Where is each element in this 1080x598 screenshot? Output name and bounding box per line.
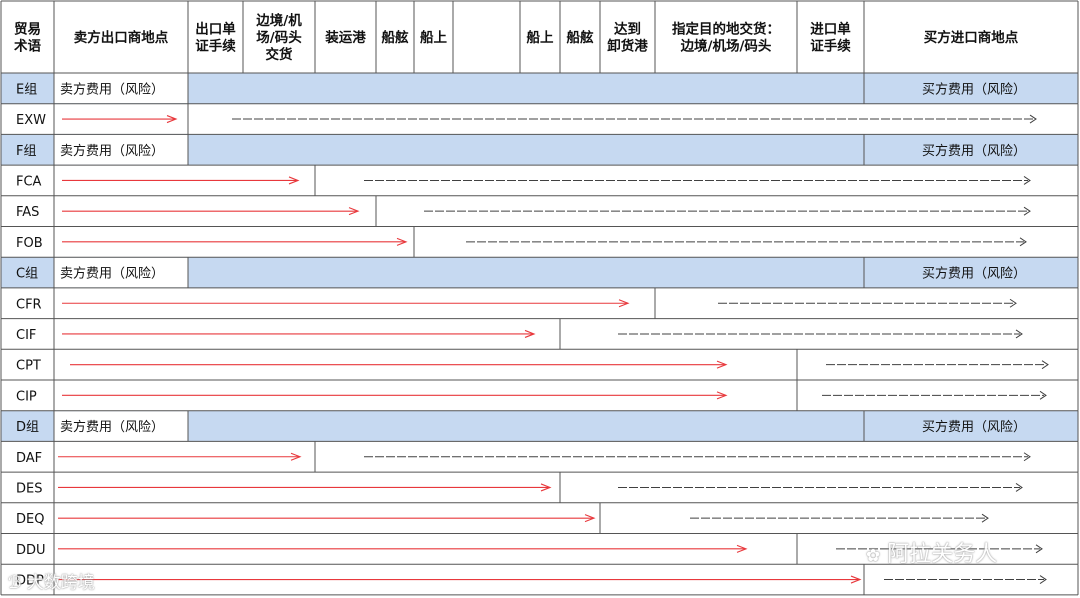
term-label: DDU bbox=[16, 543, 46, 558]
header-named_destination-line-1: 边境/机场/码头 bbox=[680, 38, 772, 55]
seller-cost-arrowhead bbox=[524, 329, 536, 338]
header-seller_site-line-0: 卖方出口商地点 bbox=[74, 29, 169, 46]
seller-cost-arrowhead bbox=[290, 452, 302, 461]
header-import_clearance-line-1: 证手续 bbox=[810, 38, 851, 55]
group-label: E组 bbox=[16, 82, 37, 97]
header-port_of_loading-line-0: 装运港 bbox=[324, 29, 366, 46]
header-export_clearance-line-0: 出口单 bbox=[195, 21, 236, 38]
term-label: DAF bbox=[16, 451, 42, 466]
term-label: CFR bbox=[16, 297, 42, 312]
watermark-left-text: 大数跨境 bbox=[26, 573, 95, 593]
group-seller-cell bbox=[54, 73, 188, 104]
watermark-right-text: 阿拉关务人 bbox=[887, 542, 998, 567]
header-on_board_1-line-0: 船上 bbox=[420, 29, 447, 46]
term-label: DEQ bbox=[16, 512, 44, 527]
group-seller-cell bbox=[54, 257, 188, 288]
header-buyer_site-line-0: 买方进口商地点 bbox=[924, 29, 1019, 46]
header-import_clearance-line-0: 进口单 bbox=[810, 21, 851, 38]
buyer-cost-arrowhead bbox=[1023, 206, 1031, 216]
buyer-cost-arrowhead bbox=[1009, 298, 1017, 308]
seller-cost-arrowhead bbox=[396, 237, 408, 246]
buyer-cost-arrowhead bbox=[1023, 452, 1031, 462]
header-named_destination-line-0: 指定目的地交货： bbox=[672, 21, 780, 38]
buyer-cost-arrowhead bbox=[1015, 483, 1023, 492]
watermark-logo-icon: ℬ bbox=[8, 573, 22, 593]
group-buyer-cost-label: 买方费用（风险） bbox=[922, 266, 1026, 282]
group-buyer-cost-label: 买方费用（风险） bbox=[922, 81, 1026, 97]
header-term-line-0: 贸易 bbox=[14, 21, 41, 38]
buyer-cost-arrowhead bbox=[1015, 329, 1023, 339]
seller-cost-arrowhead bbox=[716, 360, 728, 369]
term-label: EXW bbox=[16, 113, 46, 128]
header-arrival_port-line-0: 达到 bbox=[614, 21, 641, 38]
buyer-cost-arrowhead bbox=[981, 513, 989, 523]
header-on_board_2-line-0: 船上 bbox=[527, 29, 555, 46]
header-export_clearance-line-1: 证手续 bbox=[195, 38, 236, 55]
buyer-cost-arrowhead bbox=[1035, 544, 1043, 554]
header-ship_rail_1-line-0: 船舷 bbox=[382, 29, 409, 46]
group-seller-cell bbox=[54, 134, 188, 165]
group-seller-cost-label: 卖方费用（风险） bbox=[60, 143, 164, 159]
group-label: D组 bbox=[16, 420, 39, 435]
term-label: DDP bbox=[16, 574, 44, 589]
header-arrival_port-line-1: 卸货港 bbox=[607, 38, 648, 55]
group-label: F组 bbox=[16, 144, 36, 159]
seller-cost-arrowhead bbox=[850, 575, 862, 584]
watermark-left: ℬ 大数跨境 bbox=[8, 568, 95, 593]
wechat-icon: ✿ bbox=[866, 546, 881, 566]
term-label: DES bbox=[16, 481, 42, 496]
seller-cost-arrowhead bbox=[584, 514, 596, 523]
group-buyer-cost-label: 买方费用（风险） bbox=[922, 419, 1026, 435]
group-seller-cost-label: 卖方费用（风险） bbox=[60, 81, 164, 97]
term-label: FCA bbox=[16, 174, 42, 189]
buyer-cost-arrowhead bbox=[1039, 390, 1047, 400]
header-border_delivery-line-0: 边境/机 bbox=[255, 12, 302, 29]
buyer-cost-arrowhead bbox=[1029, 114, 1037, 124]
term-label: CIP bbox=[16, 389, 37, 404]
group-seller-cost-label: 卖方费用（风险） bbox=[60, 419, 164, 435]
seller-cost-arrowhead bbox=[166, 115, 178, 124]
seller-cost-arrowhead bbox=[618, 299, 630, 308]
term-label: CIF bbox=[16, 328, 36, 343]
seller-cost-arrowhead bbox=[288, 176, 300, 185]
buyer-cost-arrowhead bbox=[1019, 237, 1027, 247]
seller-cost-arrowhead bbox=[540, 483, 552, 492]
header-term-line-1: 术语 bbox=[14, 38, 41, 55]
header-border_delivery-line-2: 交货 bbox=[266, 46, 293, 63]
term-label: FOB bbox=[16, 236, 43, 251]
group-seller-cost-label: 卖方费用（风险） bbox=[60, 266, 164, 282]
seller-cost-arrowhead bbox=[348, 207, 360, 216]
term-label: CPT bbox=[16, 359, 41, 374]
group-buyer-cost-label: 买方费用（风险） bbox=[922, 143, 1026, 159]
watermark-right: ✿ 阿拉关务人 bbox=[866, 536, 997, 568]
term-label: FAS bbox=[16, 205, 39, 220]
header-ship_rail_2-line-0: 船舷 bbox=[567, 29, 595, 46]
buyer-cost-arrowhead bbox=[1041, 360, 1049, 370]
header-border_delivery-line-1: 场/码头 bbox=[256, 29, 302, 46]
buyer-cost-arrowhead bbox=[1023, 176, 1031, 185]
seller-cost-arrowhead bbox=[716, 391, 728, 400]
seller-cost-arrowhead bbox=[736, 544, 748, 553]
group-label: C组 bbox=[16, 267, 38, 282]
buyer-cost-arrowhead bbox=[1039, 575, 1047, 584]
group-seller-cell bbox=[54, 411, 188, 441]
